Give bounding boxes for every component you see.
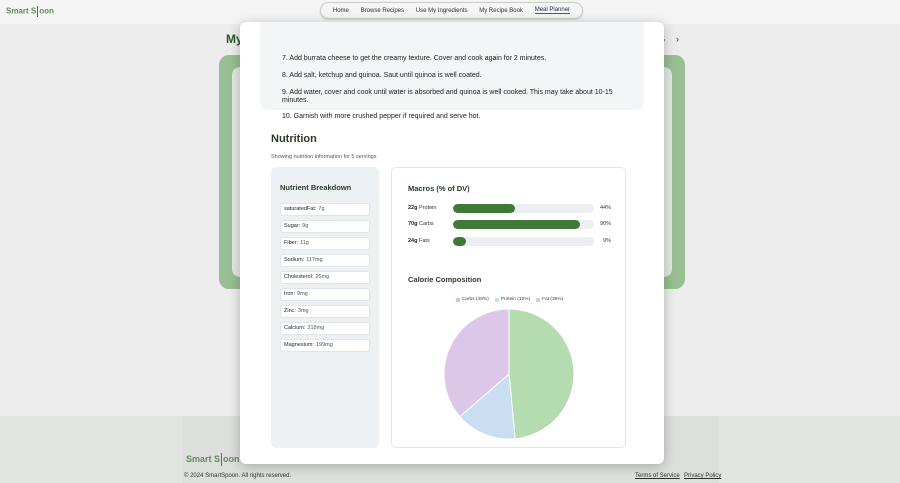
legend-item-protein[interactable]: Protein (15%)	[494, 297, 530, 302]
pie-slice-carbs[interactable]	[508, 308, 575, 440]
macros-card: Macros (% of DV) 22g Protein 44% 70g Car…	[391, 167, 626, 448]
nav-my-recipe-book[interactable]: My Recipe Book	[479, 7, 523, 14]
macros-title: Macros (% of DV)	[408, 184, 470, 193]
instructions-card: 7. Add burrata cheese to get the creamy …	[260, 22, 644, 120]
pie-slice-fat[interactable]	[443, 308, 510, 418]
instruction-step: 9. Add water, cover and cook until water…	[282, 89, 613, 96]
macro-percent-carbs: 90%	[599, 221, 611, 227]
macro-bar-track	[453, 237, 594, 246]
macro-percent-protein: 44%	[599, 205, 611, 211]
page-title: My	[226, 32, 243, 46]
nutrition-heading: Nutrition	[271, 133, 317, 145]
copyright: © 2024 SmartSpoon. All rights reserved.	[184, 473, 292, 479]
nutrient-item: Cholesterol: 26mg	[280, 271, 370, 284]
macro-label-fats: 24g Fats	[408, 238, 430, 244]
nav-browse-recipes[interactable]: Browse Recipes	[360, 7, 405, 14]
nutrient-item: Sodium: 117mg	[280, 254, 370, 267]
nutrient-item: saturatedFat: 7g	[280, 203, 370, 216]
calorie-pie-chart	[443, 308, 575, 440]
privacy-policy-link[interactable]: Privacy Policy	[684, 473, 722, 479]
nutrient-breakdown-card: Nutrient Breakdown saturatedFat: 7g Sugar…	[271, 167, 379, 448]
nav-meal-planner[interactable]: Meal Planner	[534, 7, 571, 14]
legend-item-fat[interactable]: Fat (36%)	[536, 297, 563, 302]
spoon-icon	[37, 6, 39, 17]
pie-slice-protein[interactable]	[459, 372, 516, 440]
nutrient-item: Magnesium: 199mg	[280, 339, 370, 352]
recipe-details-modal: 7. Add burrata cheese to get the creamy …	[240, 22, 664, 464]
terms-of-service-link[interactable]: Terms of Service	[635, 473, 680, 479]
macro-label-protein: 22g Protein	[408, 205, 437, 211]
brand-name-right: oon	[39, 6, 54, 16]
spoon-icon	[221, 453, 223, 466]
nutrient-item: Fiber: 11g	[280, 237, 370, 250]
macro-bar-fats	[453, 237, 466, 246]
nav-use-my-ingredients[interactable]: Use My Ingredients	[415, 7, 468, 14]
servings-note: Showing nutrition information for 5 serv…	[271, 154, 377, 160]
nutrient-item: Sugar: 9g	[280, 220, 370, 233]
macro-label-carbs: 70g Carbs	[408, 221, 434, 227]
macro-bar-track	[453, 204, 594, 213]
next-week-chevron-icon[interactable]: ›	[676, 34, 679, 44]
macro-bar-carbs	[453, 220, 580, 229]
instruction-step-cont: minutes.	[282, 97, 309, 104]
nav-home[interactable]: Home	[332, 7, 349, 14]
legend-item-carbs[interactable]: Carbs (48%)	[455, 297, 489, 302]
main-nav: Home Browse Recipes Use My Ingredients M…	[320, 2, 583, 19]
legend-swatch	[494, 297, 499, 302]
macro-percent-fats: 9%	[603, 238, 611, 244]
nutrient-item: Iron: 9mg	[280, 288, 370, 301]
legend-swatch	[455, 297, 460, 302]
calorie-legend: Carbs (48%) Protein (15%) Fat (36%)	[392, 297, 627, 302]
macro-bar-protein	[453, 204, 516, 213]
instruction-step: 10. Garnish with more crushed pepper if …	[282, 113, 481, 120]
nutrient-breakdown-title: Nutrient Breakdown	[280, 183, 352, 192]
instruction-step: 8. Add salt, ketchup and quinoa. Saut un…	[282, 72, 482, 79]
instruction-step: 7. Add burrata cheese to get the creamy …	[282, 55, 547, 62]
nutrient-item: Zinc: 3mg	[280, 305, 370, 318]
legend-swatch	[536, 297, 541, 302]
macro-bar-track	[453, 220, 594, 229]
footer-brand-left: Smart S	[186, 453, 221, 464]
brand-name-left: Smart S	[6, 6, 37, 16]
footer-brand-right: oon	[223, 453, 240, 464]
nutrient-item: Calcium: 318mg	[280, 322, 370, 335]
calorie-composition-title: Calorie Composition	[408, 275, 482, 284]
